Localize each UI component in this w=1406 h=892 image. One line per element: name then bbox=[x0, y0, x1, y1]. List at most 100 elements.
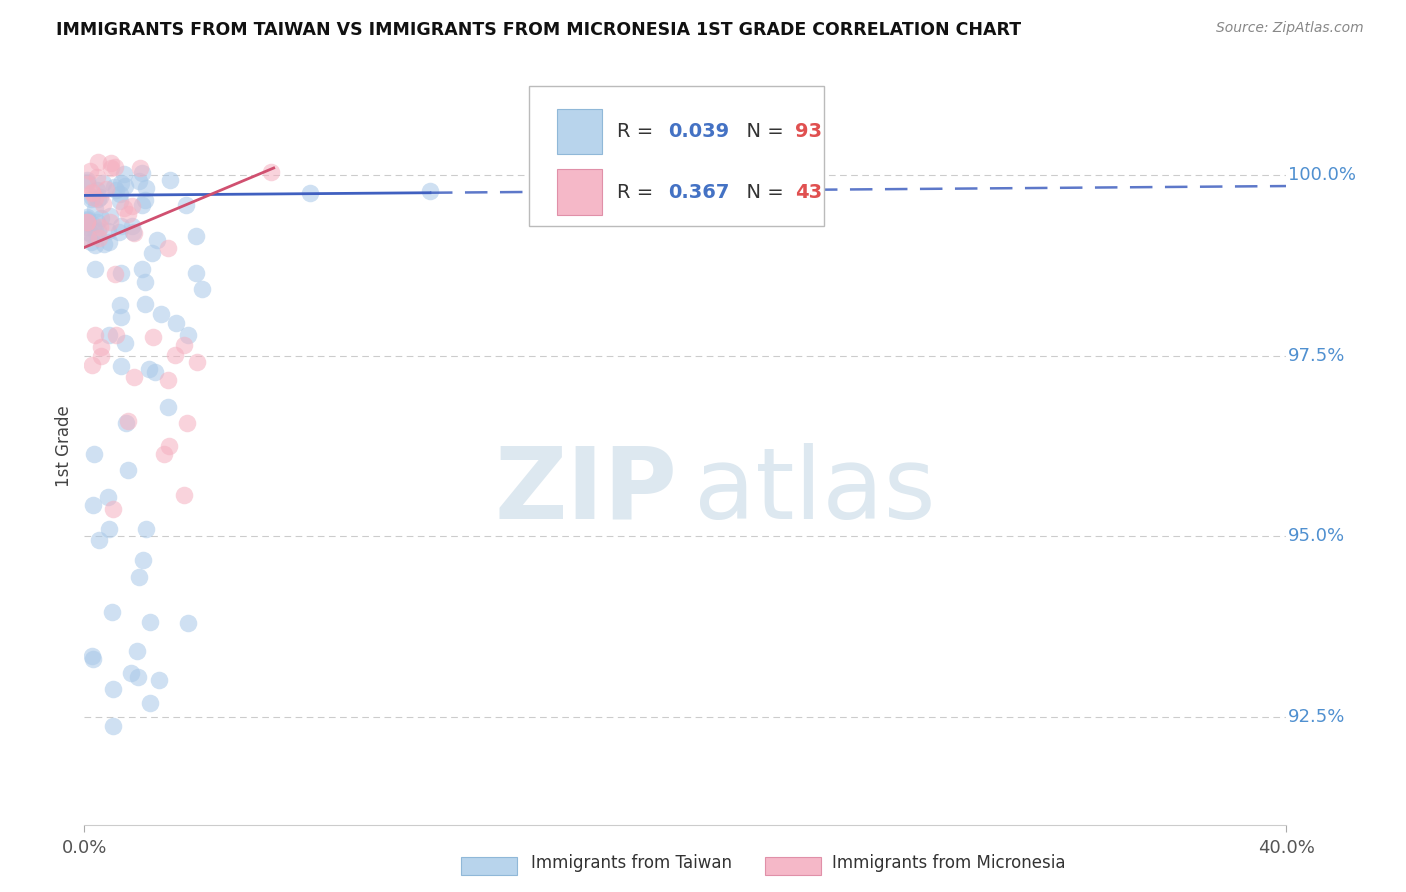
Text: Immigrants from Taiwan: Immigrants from Taiwan bbox=[531, 854, 733, 871]
Point bbox=[173, 338, 195, 352]
Text: 97.5%: 97.5% bbox=[1288, 347, 1346, 365]
Point bbox=[97, 522, 120, 536]
Point bbox=[80, 186, 103, 200]
Point bbox=[128, 174, 150, 188]
Point bbox=[298, 186, 321, 201]
Text: Source: ZipAtlas.com: Source: ZipAtlas.com bbox=[1216, 21, 1364, 36]
Text: 93: 93 bbox=[794, 122, 823, 141]
Point bbox=[104, 328, 127, 343]
Point bbox=[87, 192, 110, 206]
Point bbox=[108, 225, 131, 239]
Point bbox=[157, 241, 180, 255]
FancyBboxPatch shape bbox=[557, 169, 603, 215]
Point bbox=[76, 212, 98, 227]
Point bbox=[76, 215, 98, 229]
Point bbox=[82, 190, 104, 204]
Point bbox=[110, 266, 132, 280]
Point bbox=[86, 169, 108, 184]
Point bbox=[135, 522, 157, 536]
Point bbox=[419, 184, 441, 198]
Point bbox=[122, 370, 145, 384]
Point bbox=[127, 669, 149, 683]
Point bbox=[148, 673, 170, 687]
Point bbox=[114, 179, 136, 194]
Text: R =: R = bbox=[617, 122, 659, 141]
Point bbox=[83, 328, 105, 343]
Point bbox=[114, 416, 136, 430]
Point bbox=[83, 224, 105, 238]
Point bbox=[173, 488, 195, 502]
Point bbox=[86, 183, 108, 197]
Point bbox=[98, 215, 121, 229]
Point bbox=[176, 197, 198, 211]
Point bbox=[96, 224, 118, 238]
Point bbox=[110, 194, 132, 208]
Point bbox=[184, 266, 207, 280]
Point bbox=[82, 498, 104, 512]
Point bbox=[110, 310, 132, 325]
Point bbox=[176, 416, 198, 430]
Point bbox=[644, 181, 666, 195]
Text: Immigrants from Micronesia: Immigrants from Micronesia bbox=[832, 854, 1066, 871]
Text: N =: N = bbox=[734, 183, 790, 202]
Point bbox=[76, 210, 98, 224]
Point bbox=[134, 193, 156, 207]
Point bbox=[84, 261, 107, 276]
Point bbox=[569, 183, 592, 197]
Point bbox=[104, 160, 127, 174]
Point bbox=[135, 181, 157, 195]
Point bbox=[90, 211, 112, 225]
Point bbox=[101, 681, 124, 696]
Point bbox=[131, 261, 153, 276]
FancyBboxPatch shape bbox=[557, 109, 603, 154]
Point bbox=[76, 215, 98, 229]
Point bbox=[121, 219, 143, 234]
Point bbox=[79, 164, 101, 178]
Point bbox=[89, 230, 111, 244]
Point bbox=[87, 155, 110, 169]
Point bbox=[153, 447, 176, 461]
Point bbox=[159, 173, 181, 187]
Point bbox=[142, 330, 165, 344]
Point bbox=[82, 648, 104, 663]
Point bbox=[110, 297, 132, 311]
Point bbox=[157, 400, 180, 414]
Point bbox=[191, 282, 214, 296]
Text: 95.0%: 95.0% bbox=[1288, 527, 1344, 545]
Point bbox=[122, 227, 145, 241]
Text: R =: R = bbox=[617, 183, 659, 202]
Point bbox=[165, 316, 187, 330]
Point bbox=[125, 644, 148, 658]
Point bbox=[149, 307, 172, 321]
Point bbox=[143, 365, 166, 379]
Point bbox=[110, 186, 132, 201]
Point bbox=[87, 222, 110, 236]
Point bbox=[121, 199, 143, 213]
Point bbox=[157, 439, 180, 453]
Point bbox=[112, 201, 135, 215]
Point bbox=[91, 176, 114, 190]
Point bbox=[141, 246, 163, 260]
Point bbox=[82, 652, 104, 666]
Point bbox=[114, 336, 136, 351]
Text: atlas: atlas bbox=[693, 443, 935, 540]
Point bbox=[131, 166, 153, 180]
Point bbox=[184, 228, 207, 243]
Point bbox=[176, 615, 198, 630]
Point bbox=[131, 198, 153, 212]
Point bbox=[76, 173, 98, 187]
Point bbox=[156, 373, 179, 387]
Point bbox=[101, 605, 124, 619]
Text: 0.039: 0.039 bbox=[669, 122, 730, 141]
Point bbox=[90, 349, 112, 363]
Point bbox=[82, 218, 104, 232]
Point bbox=[76, 215, 98, 229]
Point bbox=[76, 178, 98, 192]
FancyBboxPatch shape bbox=[461, 857, 517, 875]
Point bbox=[90, 340, 112, 354]
Point bbox=[89, 219, 111, 234]
Point bbox=[83, 447, 105, 461]
Point bbox=[104, 184, 127, 198]
Point bbox=[101, 502, 124, 516]
Text: 92.5%: 92.5% bbox=[1288, 707, 1346, 726]
